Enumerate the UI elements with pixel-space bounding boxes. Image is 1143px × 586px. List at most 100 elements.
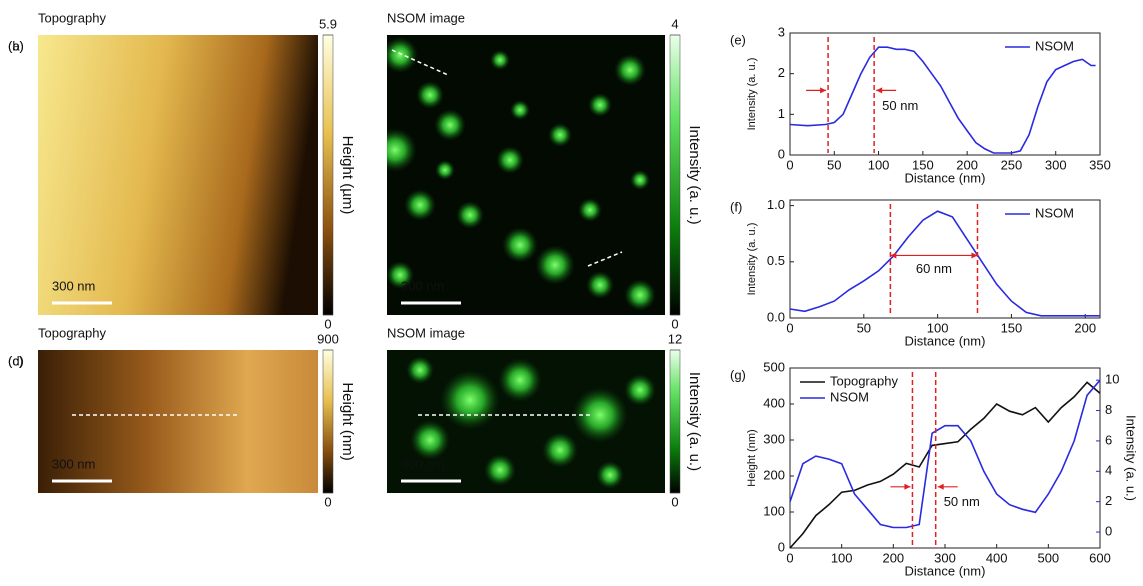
- profile-line: [587, 251, 623, 267]
- bright-spot: [498, 358, 542, 402]
- panel-title: Topography: [38, 325, 106, 340]
- colorbar-tick-label: 12: [668, 331, 682, 346]
- colorbar: [322, 34, 334, 316]
- bright-spot: [624, 374, 656, 406]
- arrow-head: [971, 252, 978, 259]
- colorbar-tick-label: 5.9: [319, 16, 337, 31]
- bright-spot: [416, 81, 444, 109]
- y2-tick-label: 2: [1105, 493, 1112, 508]
- panel-label: (f): [730, 199, 742, 214]
- y-tick-label: 0: [778, 146, 785, 161]
- x-tick-label: 50: [857, 320, 871, 335]
- x-tick-label: 300: [1045, 157, 1067, 172]
- bright-spot: [596, 461, 624, 489]
- x-axis-label: Distance (nm): [905, 333, 986, 348]
- y2-tick-label: 4: [1105, 463, 1112, 478]
- colorbar-label: Height (µm): [339, 136, 356, 215]
- x-tick-label: 0: [786, 320, 793, 335]
- y-tick-label: 1.0: [767, 197, 785, 212]
- y-axis-label: Height (nm): [746, 429, 758, 486]
- y2-tick-label: 0: [1105, 523, 1112, 538]
- x-tick-label: 300: [934, 550, 956, 565]
- colorbar-tick-label: 0: [324, 494, 331, 509]
- x-tick-label: 600: [1089, 550, 1111, 565]
- x-tick-label: 100: [868, 157, 890, 172]
- x-tick-label: 200: [956, 157, 978, 172]
- panel-label: (b): [8, 38, 24, 53]
- y-tick-label: 3: [778, 24, 785, 39]
- x-tick-label: 150: [1001, 320, 1023, 335]
- data-line: [789, 379, 1101, 529]
- colorbar-tick-label: 0: [671, 494, 678, 509]
- data-line: [789, 210, 1100, 317]
- annotation: 50 nm: [882, 98, 918, 113]
- colorbar-label: Height (nm): [339, 382, 356, 460]
- x-tick-label: 250: [1001, 157, 1023, 172]
- y-tick-label: 0.5: [767, 253, 785, 268]
- scale-bar-label: 300 nm: [401, 278, 444, 293]
- bright-spot: [410, 420, 450, 460]
- x-axis-label: Distance (nm): [905, 563, 986, 578]
- y-tick-label: 500: [763, 359, 785, 374]
- panel-title: Topography: [38, 10, 106, 25]
- bright-spot: [440, 370, 500, 430]
- bright-spot: [387, 128, 417, 172]
- bright-spot: [496, 146, 524, 174]
- colorbar-tick-label: 0: [324, 316, 331, 331]
- panel-label: (d): [8, 353, 24, 368]
- y-tick-label: 1: [778, 106, 785, 121]
- colorbar-tick-label: 900: [317, 331, 339, 346]
- panel-label: (a): [8, 38, 24, 53]
- x-tick-label: 400: [986, 550, 1008, 565]
- arrow-head: [904, 483, 911, 490]
- bright-spot: [630, 170, 650, 190]
- topography-image: [38, 35, 318, 315]
- x-tick-label: 100: [831, 550, 853, 565]
- bright-spot: [387, 37, 418, 73]
- y-tick-label: 400: [763, 395, 785, 410]
- bright-spot: [588, 93, 612, 117]
- y2-axis-label: Intensity (a. u.): [1124, 415, 1139, 501]
- arrow-head: [820, 87, 827, 94]
- annotation: 60 nm: [916, 261, 952, 276]
- bright-spot: [586, 271, 614, 299]
- colorbar-label: Intensity (a. u.): [686, 372, 703, 471]
- y2-tick-label: 6: [1105, 432, 1112, 447]
- legend-label: NSOM: [1035, 38, 1074, 53]
- bright-spot: [502, 227, 538, 263]
- bright-spot: [490, 50, 510, 70]
- bright-spot: [484, 454, 516, 486]
- panel-label: (c): [8, 353, 23, 368]
- y-tick-label: 300: [763, 431, 785, 446]
- annotation: 50 nm: [944, 494, 980, 509]
- bright-spot: [624, 279, 656, 311]
- topography-image: [38, 350, 318, 493]
- scale-bar-label: 300 nm: [52, 456, 95, 471]
- colorbar: [669, 34, 681, 316]
- bright-spot: [535, 245, 575, 285]
- y2-tick-label: 8: [1105, 402, 1112, 417]
- panel-label: (g): [730, 367, 746, 382]
- x-tick-label: 0: [786, 157, 793, 172]
- bright-spot: [406, 356, 434, 384]
- y-tick-label: 0: [778, 539, 785, 554]
- bright-spot: [548, 123, 572, 147]
- x-axis-label: Distance (nm): [905, 170, 986, 185]
- x-tick-label: 350: [1089, 157, 1111, 172]
- legend-label: Topography: [830, 373, 898, 388]
- legend-label: NSOM: [830, 389, 869, 404]
- x-tick-label: 150: [912, 157, 934, 172]
- colorbar-tick-label: 4: [671, 16, 678, 31]
- legend-label: NSOM: [1035, 205, 1074, 220]
- panel-title: NSOM image: [387, 10, 465, 25]
- y-tick-label: 2: [778, 65, 785, 80]
- bright-spot: [435, 160, 455, 180]
- x-tick-label: 50: [827, 157, 841, 172]
- bright-spot: [572, 387, 628, 443]
- scale-bar-label: 300 nm: [52, 278, 95, 293]
- profile-line: [391, 49, 449, 76]
- data-line: [789, 381, 1101, 549]
- colorbar: [669, 349, 681, 494]
- bright-spot: [578, 198, 602, 222]
